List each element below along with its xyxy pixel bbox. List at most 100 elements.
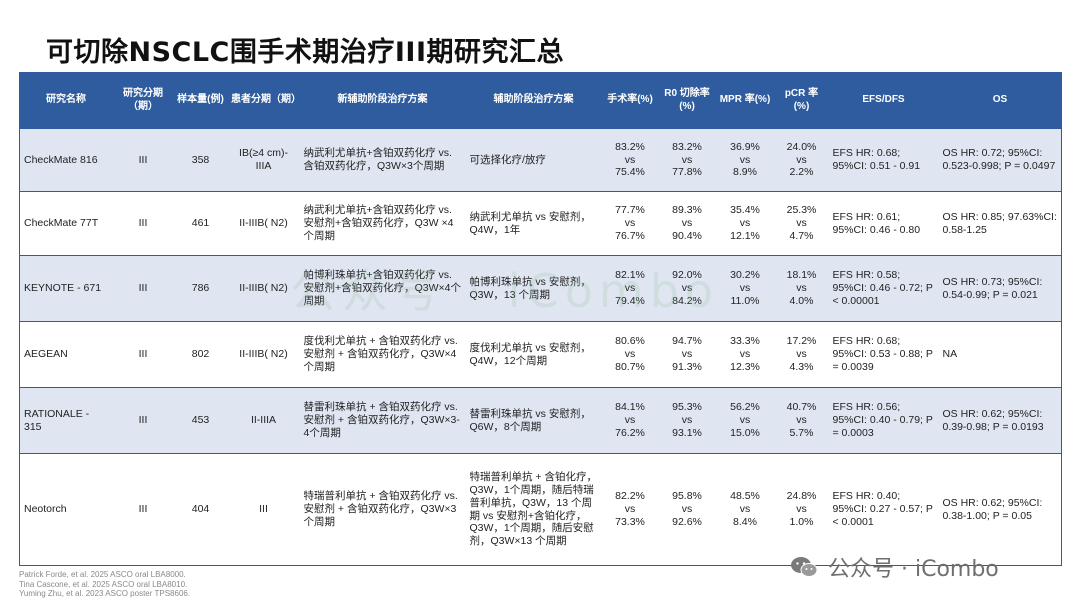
vs-label: vs — [681, 153, 693, 166]
column-header: MPR 率(%) — [715, 72, 775, 129]
study-phase: III — [112, 255, 174, 322]
vs-label: vs — [739, 503, 751, 516]
pcr-rate: 18.1% vs 4.0% — [774, 255, 829, 322]
value-control: 90.4% — [672, 229, 702, 242]
pcr-rate: 40.7% vs 5.7% — [774, 387, 829, 454]
surgery-rate: 80.6% vs 80.7% — [601, 321, 659, 388]
value-experimental: 95.3% — [672, 401, 702, 414]
efs-dfs-result: EFS HR: 0.58; 95%CI: 0.46 - 0.72; P < 0.… — [828, 255, 939, 322]
adjuvant-regimen: 纳武利尤单抗 vs 安慰剂，Q4W，1年 — [465, 191, 602, 256]
value-experimental: 40.7% — [786, 401, 817, 414]
mpr-rate: 36.9% vs 8.9% — [715, 128, 775, 192]
references: Patrick Forde, et al. 2025 ASCO oral LBA… — [19, 570, 190, 599]
os-result: OS HR: 0.62; 95%CI: 0.38-1.00; P = 0.05 — [938, 453, 1062, 566]
patient-stage: II-IIIB( N2) — [227, 321, 300, 388]
efs-dfs-result: EFS HR: 0.40; 95%CI: 0.27 - 0.57; P < 0.… — [828, 453, 939, 566]
column-header: 研究分期（期） — [112, 72, 174, 129]
column-header: pCR 率 (%) — [774, 72, 829, 129]
value-experimental: 33.3% — [730, 335, 760, 348]
value-experimental: 30.2% — [730, 269, 760, 282]
value-control: 1.0% — [789, 515, 814, 528]
mpr-rate: 33.3% vs 12.3% — [715, 321, 775, 388]
value-control: 5.7% — [789, 426, 814, 439]
vs-label: vs — [681, 503, 693, 516]
pcr-rate: 25.3% vs 4.7% — [774, 191, 829, 256]
mpr-rate: 35.4% vs 12.1% — [715, 191, 775, 256]
value-experimental: 48.5% — [730, 490, 760, 503]
study-name: RATIONALE - 315 — [19, 387, 113, 454]
study-phase: III — [112, 128, 174, 192]
value-experimental: 84.1% — [615, 401, 645, 414]
value-control: 77.8% — [672, 166, 702, 179]
column-header: 样本量(例) — [173, 72, 228, 129]
value-experimental: 24.8% — [786, 490, 817, 503]
study-phase: III — [112, 191, 174, 256]
study-phase: III — [112, 321, 174, 388]
r0-resection-rate: 95.3% vs 93.1% — [658, 387, 716, 454]
efs-dfs-result: EFS HR: 0.56; 95%CI: 0.40 - 0.79; P = 0.… — [828, 387, 939, 454]
vs-label: vs — [624, 348, 636, 361]
os-result: OS HR: 0.73; 95%CI: 0.54-0.99; P = 0.021 — [938, 255, 1062, 322]
study-name: Neotorch — [19, 453, 113, 566]
reference-3: Yuming Zhu, et al. 2023 ASCO poster TPS8… — [19, 589, 191, 599]
r0-resection-rate: 94.7% vs 91.3% — [658, 321, 716, 388]
sample-size: 786 — [173, 255, 228, 322]
reference-1: Patrick Forde, et al. 2025 ASCO oral LBA… — [19, 570, 186, 579]
table-row: Neotorch III 404 III 特瑞普利单抗 + 含铂双药化疗 vs. 安慰剂… — [19, 453, 1062, 566]
value-control: 79.4% — [615, 294, 645, 307]
table-row: CheckMate 816 III 358 IB(≥4 cm)-IIIA 纳武利尤单抗+… — [19, 128, 1062, 192]
surgery-rate: 82.2% vs 73.3% — [601, 453, 659, 566]
study-name: KEYNOTE - 671 — [19, 255, 113, 322]
column-header: EFS/DFS — [828, 72, 939, 129]
r0-resection-rate: 92.0% vs 84.2% — [658, 255, 716, 322]
patient-stage: IB(≥4 cm)-IIIA — [227, 128, 300, 192]
vs-label: vs — [624, 153, 636, 166]
study-name: CheckMate 77T — [19, 191, 113, 256]
vs-label: vs — [796, 414, 807, 427]
vs-label: vs — [681, 414, 693, 427]
vs-label: vs — [739, 348, 751, 361]
value-control: 93.1% — [672, 426, 702, 439]
surgery-rate: 77.7% vs 76.7% — [601, 191, 659, 256]
value-experimental: 80.6% — [615, 335, 645, 348]
column-header: 手术率(%) — [601, 72, 659, 129]
vs-label: vs — [624, 503, 636, 516]
neoadjuvant-regimen: 纳武利尤单抗+含铂双药化疗 vs. 含铂双药化疗，Q3W×3个周期 — [299, 128, 466, 192]
value-experimental: 82.2% — [615, 490, 645, 503]
value-control: 84.2% — [672, 294, 702, 307]
neoadjuvant-regimen: 度伐利尤单抗 + 含铂双药化疗 vs. 安慰剂 + 含铂双药化疗，Q3W×4个周… — [299, 321, 466, 388]
vs-label: vs — [624, 217, 636, 230]
patient-stage: II-IIIA — [227, 387, 300, 454]
value-experimental: 77.7% — [615, 204, 645, 217]
value-experimental: 35.4% — [730, 204, 760, 217]
value-experimental: 94.7% — [672, 335, 702, 348]
adjuvant-regimen: 帕博利珠单抗 vs 安慰剂，Q3W，13 个周期 — [465, 255, 602, 322]
vs-label: vs — [796, 217, 807, 230]
vs-label: vs — [624, 282, 636, 295]
adjuvant-regimen: 特瑞普利单抗 + 含铂化疗，Q3W，1个周期，随后特瑞普利单抗，Q3W，13 个… — [465, 453, 602, 566]
value-experimental: 89.3% — [672, 204, 702, 217]
value-control: 75.4% — [615, 166, 645, 179]
surgery-rate: 84.1% vs 76.2% — [601, 387, 659, 454]
table-row: CheckMate 77T III 461 II-IIIB( N2) 纳武利尤单抗+含铂… — [19, 191, 1062, 256]
column-header: 辅助阶段治疗方案 — [465, 72, 602, 129]
surgery-rate: 83.2% vs 75.4% — [601, 128, 659, 192]
efs-dfs-result: EFS HR: 0.68; 95%CI: 0.51 - 0.91 — [828, 128, 939, 192]
page-title: 可切除NSCLC围手术期治疗III期研究汇总 — [46, 37, 565, 68]
table-row: AEGEAN III 802 II-IIIB( N2) 度伐利尤单抗 + 含铂双药化疗 … — [19, 321, 1062, 388]
vs-label: vs — [624, 414, 636, 427]
neoadjuvant-regimen: 纳武利尤单抗+含铂双药化疗 vs. 安慰剂+含铂双药化疗，Q3W ×4个周期 — [299, 191, 466, 256]
value-experimental: 95.8% — [672, 490, 702, 503]
value-control: 15.0% — [730, 426, 760, 439]
value-control: 4.3% — [789, 360, 814, 373]
reference-2: Tina Cascone, et al. 2025 ASCO oral LBA8… — [19, 579, 188, 589]
neoadjuvant-regimen: 特瑞普利单抗 + 含铂双药化疗 vs. 安慰剂 + 含铂双药化疗，Q3W×3个周… — [299, 453, 466, 566]
value-control: 91.3% — [672, 360, 702, 373]
mpr-rate: 48.5% vs 8.4% — [715, 453, 775, 566]
column-header: OS — [938, 72, 1062, 129]
patient-stage: III — [227, 453, 300, 566]
pcr-rate: 24.0% vs 2.2% — [774, 128, 829, 192]
r0-resection-rate: 83.2% vs 77.8% — [658, 128, 716, 192]
value-experimental: 56.2% — [730, 401, 760, 414]
value-experimental: 83.2% — [615, 140, 645, 153]
